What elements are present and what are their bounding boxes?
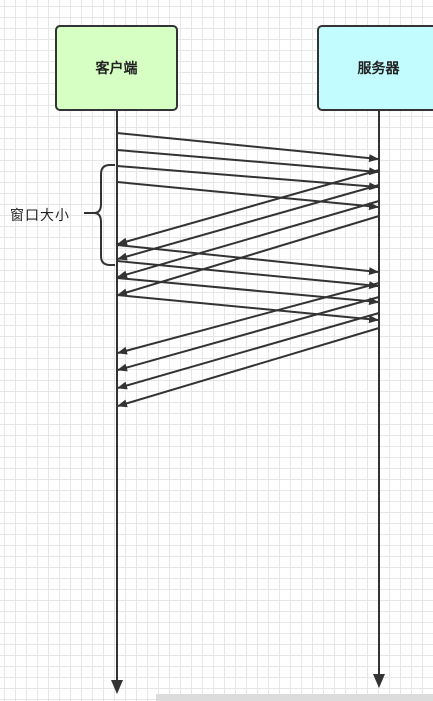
message-arrow [116,260,379,290]
ack-arrow [117,169,380,246]
message-arrow [116,149,379,176]
client-label: 客户端 [95,61,138,77]
server-node: 服务器 [317,25,433,111]
message-arrow [116,294,379,324]
server-lifeline-arrowhead [373,674,385,688]
ack-arrow [117,296,380,372]
ack-arrow [117,282,380,355]
message-arrow [116,181,379,211]
message-arrow [116,277,379,306]
server-label: 服务器 [357,61,400,77]
message-arrow [116,132,379,163]
message-arrow [116,244,379,276]
ack-arrow [117,312,380,390]
ack-arrow [117,327,380,408]
ack-arrow [117,184,380,261]
client-node: 客户端 [55,25,178,111]
client-lifeline-arrowhead [111,680,123,694]
window-brace [93,164,115,266]
window-size-label: 窗口大小 [10,208,70,224]
bottom-scroll-strip [156,694,433,701]
